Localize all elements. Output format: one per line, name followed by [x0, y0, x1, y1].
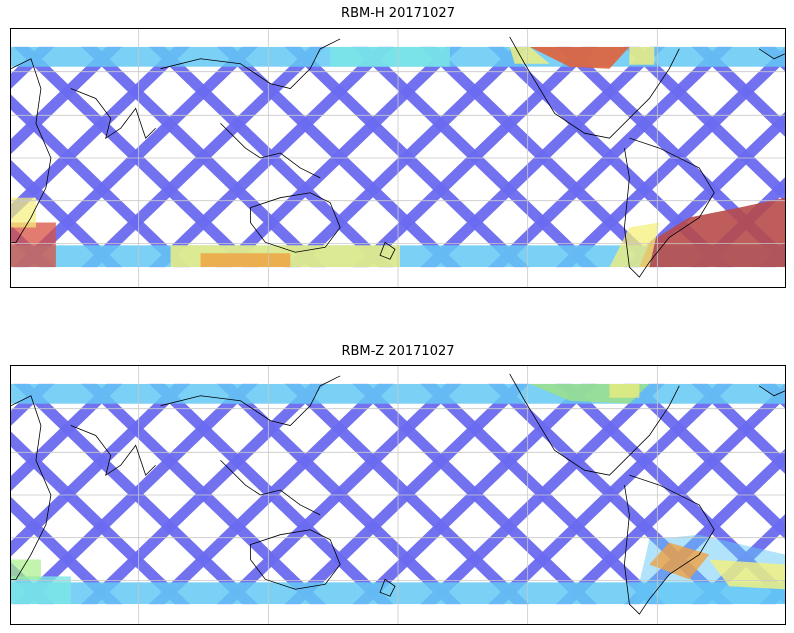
south-atlantic-hotspot [639, 197, 785, 268]
swath-track [420, 383, 665, 605]
swath-track [11, 383, 191, 557]
south-west-cyan [11, 576, 71, 605]
coast-south-asia [70, 425, 156, 477]
swath-track [352, 46, 598, 268]
swath-track [11, 383, 55, 426]
swath-track [149, 383, 394, 605]
swath-track [284, 46, 530, 268]
swath-track [352, 383, 598, 605]
swath-track [556, 46, 785, 268]
coastlines [11, 373, 785, 615]
swath-track [11, 383, 123, 492]
map-svg-top [11, 29, 785, 287]
coast-europe [758, 48, 785, 60]
south-west-warm [11, 197, 36, 228]
south-atlantic-hotspot [649, 542, 710, 580]
swath-track [11, 159, 123, 268]
north-yellow [609, 383, 640, 398]
swath-track [691, 46, 785, 137]
north-pacific-hotspot [529, 46, 630, 69]
north-cyan [330, 46, 450, 67]
coast-indonesia [220, 459, 321, 516]
coast-new-zealand [379, 578, 396, 597]
north-yellow [629, 46, 655, 65]
coast-south-asia [70, 88, 156, 140]
coast-east-asia [160, 38, 341, 89]
panel-title-top: RBM-H 20171027 [341, 6, 455, 21]
swath-track [11, 46, 191, 220]
coast-south-america [624, 474, 715, 615]
map-panel-top [10, 28, 786, 288]
coast-australia [249, 192, 341, 253]
gridlines [11, 366, 785, 624]
swath-track [556, 383, 785, 605]
coast-north-america [509, 373, 680, 476]
swath-track [11, 46, 55, 89]
coast-new-zealand [379, 241, 396, 260]
gridlines [11, 29, 785, 287]
coast-australia [249, 529, 341, 590]
swath-track [284, 383, 530, 605]
south-west-green [11, 559, 41, 580]
swath-track [216, 383, 462, 605]
swath-track [11, 496, 123, 605]
map-panel-bottom [10, 365, 786, 625]
swath-track [81, 383, 326, 605]
swath-track [216, 46, 462, 268]
north-pacific-warm [509, 46, 550, 64]
coast-east-asia [160, 375, 341, 426]
swath-track [420, 46, 665, 268]
coast-europe [758, 385, 785, 397]
coast-africa [11, 58, 52, 243]
coastlines [11, 36, 785, 278]
south-west-hotspot [11, 222, 56, 268]
swath-track [81, 46, 326, 268]
south-atlantic-edge [609, 222, 660, 268]
coast-indonesia [220, 122, 321, 179]
south-band-hot [200, 253, 291, 268]
coast-north-america [509, 36, 680, 139]
swath-track [11, 46, 123, 155]
coast-south-america [624, 137, 715, 278]
panel-title-bottom: RBM-Z 20171027 [341, 344, 455, 359]
swath-track [13, 383, 258, 605]
map-svg-bottom [11, 366, 785, 624]
south-atlantic-warm [709, 559, 785, 590]
coast-africa [11, 395, 52, 580]
swath-track [691, 383, 785, 474]
swath-track [149, 46, 394, 268]
